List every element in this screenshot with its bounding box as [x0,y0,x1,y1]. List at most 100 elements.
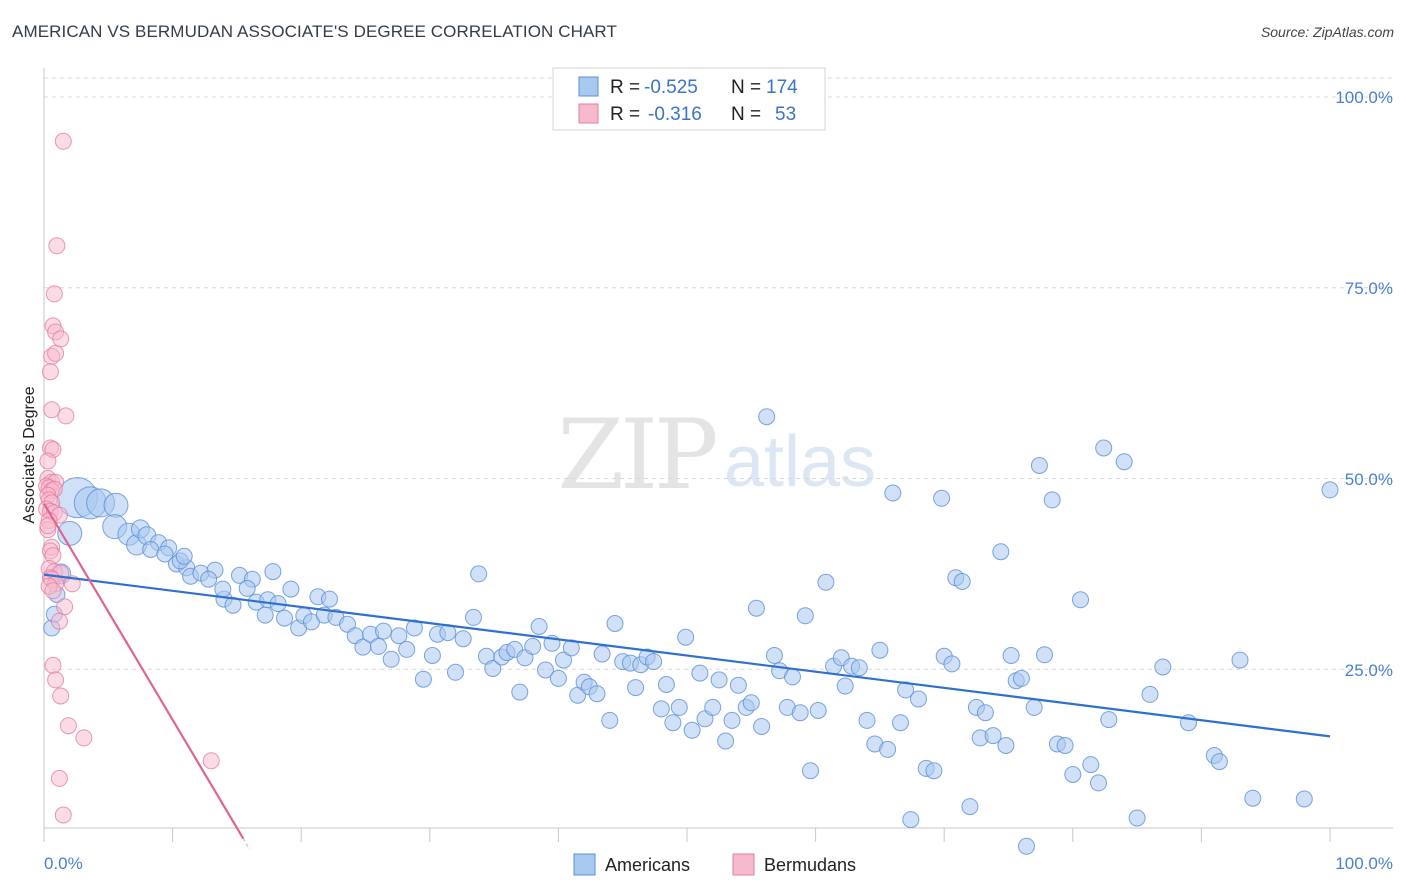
bermudan-point [202,752,220,770]
american-point [276,609,293,627]
american-point [454,630,472,648]
bermudan-point [47,671,65,689]
y-tick-label-100: 100.0% [1335,88,1393,107]
american-point [1095,439,1113,457]
watermark-zip: ZIP [557,399,716,511]
american-point [1025,698,1043,716]
y-axis-title: Associate's Degree [21,386,38,523]
american-point [627,679,645,697]
american-point [902,811,920,829]
bermudan-point [54,132,72,150]
american-point [369,637,387,655]
legend-n-label-americans: N = [731,77,761,98]
y-tick-label-50: 50.0% [1345,470,1393,489]
american-point [256,606,274,624]
american-point [1056,737,1074,754]
legend-n-value-bermudans: 53 [775,104,796,125]
american-point [742,694,760,712]
american-point [871,641,889,659]
american-point [677,628,695,646]
american-point [537,661,554,679]
american-point [836,677,854,695]
series-legend: Americans Bermudans [573,853,856,876]
legend-r-label-bermudans: R = [610,104,640,125]
american-point [1321,481,1339,499]
american-point [382,650,400,668]
bottom-swatch-americans [573,853,596,876]
american-point [405,619,423,637]
trend-lines [43,503,1331,850]
american-point [1043,491,1061,509]
legend-r-label-americans: R = [610,77,640,98]
american-point [1141,685,1159,703]
american-point [1082,756,1100,774]
american-point [423,647,441,664]
american-point [691,664,709,682]
american-point [747,599,765,617]
legend-n-value-americans: 174 [766,77,798,98]
correlation-legend: R = -0.525 N = 174 R = -0.316 N = 53 [552,67,826,131]
american-point [809,702,827,719]
bermudan-point [45,285,63,303]
american-point [398,640,416,658]
american-point [997,737,1015,754]
american-point [447,663,464,681]
american-point [1100,711,1118,729]
american-point [524,637,542,655]
american-point [238,579,256,597]
american-point [200,570,218,588]
legend-swatch-bermudans [578,103,599,124]
bermudan-point [41,363,59,381]
y-tick-label-75: 75.0% [1345,279,1393,298]
bermudan-point [47,344,65,362]
american-point [664,714,682,732]
american-point [470,565,488,583]
american-point [390,627,408,645]
bermudan-point [56,598,74,616]
american-point [961,798,979,816]
american-point [484,660,502,677]
american-point [1154,658,1172,676]
legend-swatch-americans [578,76,599,97]
american-point [375,622,392,640]
watermark-atlas: atlas [724,422,876,502]
american-point [791,704,809,722]
bottom-legend-americans: Americans [605,855,690,875]
american-point [652,700,670,718]
american-point [765,647,783,664]
bottom-swatch-bermudans [732,853,755,876]
american-point [717,732,735,750]
x-tick-label-100: 100.0% [1335,854,1393,873]
bermudan-point [52,687,70,705]
american-point [879,740,897,758]
american-point [796,607,814,625]
american-point [723,711,741,729]
american-point [593,645,611,663]
american-point [530,618,548,635]
bermudan-point [48,237,66,255]
american-point [465,608,482,626]
american-point [1036,646,1053,664]
american-point [704,698,722,716]
bermudan-point [50,612,68,630]
american-point [710,671,728,689]
y-tick-label-25: 25.0% [1345,661,1393,680]
american-point [1128,809,1146,827]
bermudan-point [50,769,68,787]
american-point [1012,669,1030,687]
bermudan-point [57,407,75,425]
x-tick-label-0: 0.0% [44,854,83,873]
american-point [984,727,1002,745]
american-point [606,615,624,632]
bermudans-trend-extension [242,838,251,850]
americans-trend-line [43,573,1331,738]
american-point [784,668,801,686]
american-point [753,718,771,735]
american-point [925,762,943,780]
bermudan-point [59,717,77,735]
chart-title: AMERICAN VS BERMUDAN ASSOCIATE'S DEGREE … [12,22,617,41]
bermudan-point [52,330,70,348]
legend-r-value-bermudans: -0.316 [648,104,702,125]
american-point [321,590,338,608]
